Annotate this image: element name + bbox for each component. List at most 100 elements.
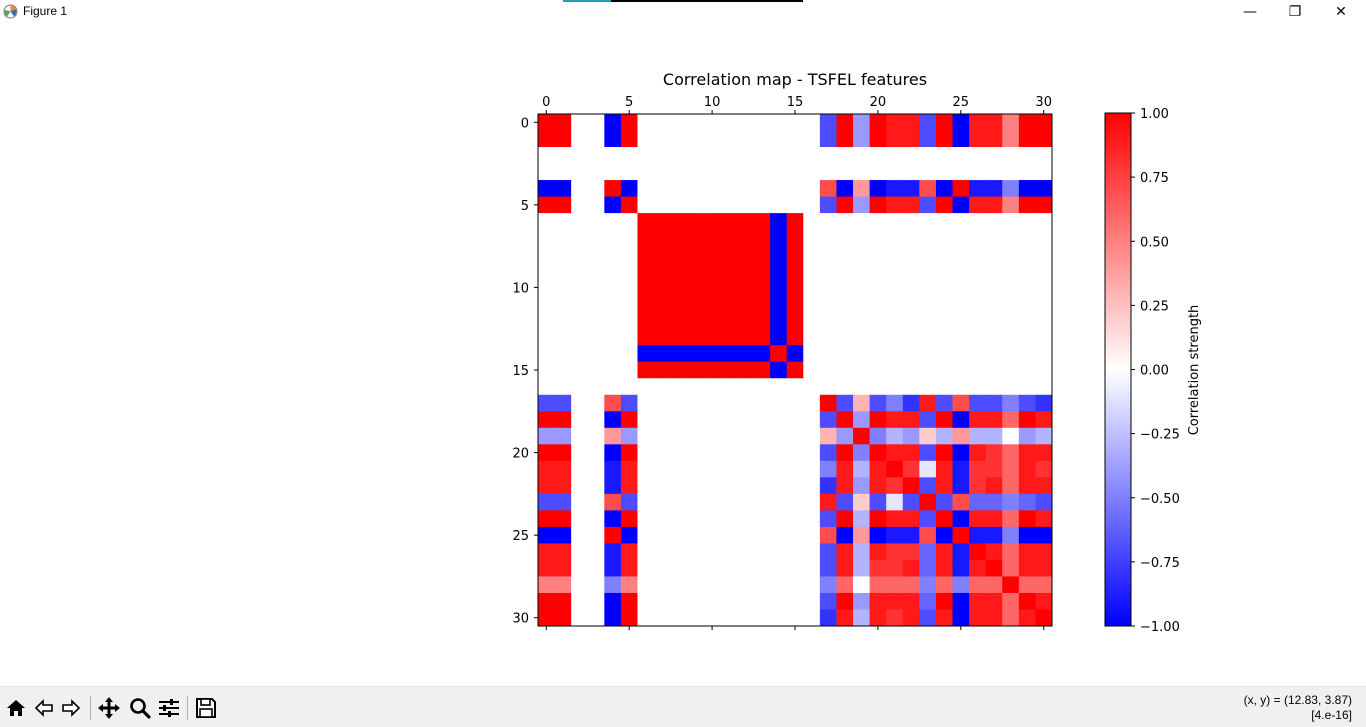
- heatmap-cell: [786, 559, 804, 577]
- save-icon[interactable]: [193, 695, 219, 721]
- heatmap-cell: [952, 576, 970, 594]
- forward-icon[interactable]: [58, 695, 84, 721]
- x-tick-label: 25: [953, 95, 970, 110]
- heatmap-cell: [670, 460, 688, 478]
- heatmap-cell: [786, 576, 804, 594]
- heatmap-cell: [687, 213, 705, 231]
- heatmap-cell: [703, 262, 721, 280]
- back-icon[interactable]: [31, 695, 57, 721]
- heatmap-cell: [952, 526, 970, 544]
- heatmap-cells: [538, 114, 1053, 627]
- heatmap-cell: [736, 477, 754, 495]
- heatmap-cell: [952, 246, 970, 264]
- heatmap-cell: [703, 394, 721, 412]
- minimize-button[interactable]: —: [1243, 4, 1257, 20]
- heatmap-cell: [836, 180, 854, 197]
- heatmap-cell: [886, 559, 904, 577]
- heatmap-cell: [919, 163, 937, 181]
- heatmap-cell: [587, 130, 605, 148]
- heatmap-cell: [571, 378, 589, 396]
- heatmap-cell: [869, 345, 887, 363]
- heatmap-cell: [670, 328, 688, 346]
- heatmap-cell: [786, 180, 804, 197]
- heatmap-cell: [985, 559, 1003, 577]
- heatmap-cell: [935, 493, 953, 511]
- heatmap-cell: [803, 576, 821, 594]
- heatmap-cell: [654, 279, 672, 297]
- pan-icon[interactable]: [96, 695, 122, 721]
- heatmap-cell: [637, 328, 655, 346]
- heatmap-cell: [587, 262, 605, 280]
- figure-canvas[interactable]: Correlation map - TSFEL features 0 5 10 15 2…: [0, 24, 1366, 686]
- heatmap-cell: [819, 312, 837, 330]
- heatmap-cell: [902, 411, 920, 429]
- heatmap-cell: [836, 130, 854, 148]
- heatmap-cell: [886, 526, 904, 544]
- heatmap-cell: [604, 609, 622, 627]
- heatmap-cell: [1035, 147, 1053, 164]
- heatmap-cell: [587, 526, 605, 544]
- heatmap-cell: [869, 411, 887, 429]
- close-button[interactable]: ✕: [1335, 4, 1347, 20]
- heatmap-cell: [538, 328, 555, 346]
- heatmap-cell: [571, 460, 589, 478]
- heatmap-cell: [1002, 576, 1020, 594]
- heatmap-cell: [935, 246, 953, 264]
- heatmap-cell: [736, 576, 754, 594]
- heatmap-cell: [819, 444, 837, 462]
- heatmap-cell: [1002, 163, 1020, 181]
- heatmap-cell: [654, 559, 672, 577]
- heatmap-cell: [869, 262, 887, 280]
- configure-subplots-icon[interactable]: [156, 695, 182, 721]
- heatmap-cell: [836, 592, 854, 610]
- correlation-heatmap-figure[interactable]: Correlation map - TSFEL features 0 5 10 15 2…: [0, 24, 1366, 686]
- heatmap-cell: [703, 477, 721, 495]
- heatmap-cell: [836, 460, 854, 478]
- heatmap-cell: [637, 427, 655, 445]
- heatmap-cell: [604, 510, 622, 528]
- heatmap-cell: [720, 477, 738, 495]
- heatmap-cell: [902, 262, 920, 280]
- heatmap-cell: [604, 295, 622, 313]
- heatmap-cell: [587, 609, 605, 627]
- heatmap-cell: [538, 444, 555, 462]
- maximize-button[interactable]: ❐: [1288, 4, 1302, 20]
- heatmap-cell: [538, 345, 555, 363]
- heatmap-cell: [620, 592, 638, 610]
- heatmap-cell: [869, 510, 887, 528]
- heatmap-cell: [620, 411, 638, 429]
- heatmap-cell: [604, 576, 622, 594]
- heatmap-cell: [902, 576, 920, 594]
- heatmap-cell: [886, 180, 904, 197]
- heatmap-cell: [803, 246, 821, 264]
- x-tick-label: 10: [704, 95, 721, 110]
- heatmap-cell: [604, 114, 622, 131]
- heatmap-cell: [736, 609, 754, 627]
- heatmap-cell: [538, 361, 555, 379]
- heatmap-cell: [1002, 246, 1020, 264]
- zoom-icon[interactable]: [127, 695, 153, 721]
- heatmap-cell: [571, 394, 589, 412]
- heatmap-cell: [886, 510, 904, 528]
- heatmap-cell: [935, 229, 953, 247]
- heatmap-cell: [554, 543, 572, 561]
- heatmap-cell: [853, 229, 871, 247]
- heatmap-cell: [604, 246, 622, 264]
- heatmap-cell: [770, 312, 788, 330]
- heatmap-cell: [853, 262, 871, 280]
- heatmap-cell: [919, 526, 937, 544]
- heatmap-cell: [753, 477, 771, 495]
- heatmap-cell: [720, 229, 738, 247]
- heatmap-cell: [687, 543, 705, 561]
- heatmap-cell: [554, 345, 572, 363]
- heatmap-cell: [587, 493, 605, 511]
- heatmap-cell: [819, 361, 837, 379]
- heatmap-cell: [819, 295, 837, 313]
- heatmap-cell: [538, 576, 555, 594]
- heatmap-cell: [886, 411, 904, 429]
- heatmap-cell: [1018, 378, 1036, 396]
- heatmap-cell: [1035, 213, 1053, 231]
- heatmap-cell: [703, 559, 721, 577]
- heatmap-cell: [985, 609, 1003, 627]
- home-icon[interactable]: [3, 695, 29, 721]
